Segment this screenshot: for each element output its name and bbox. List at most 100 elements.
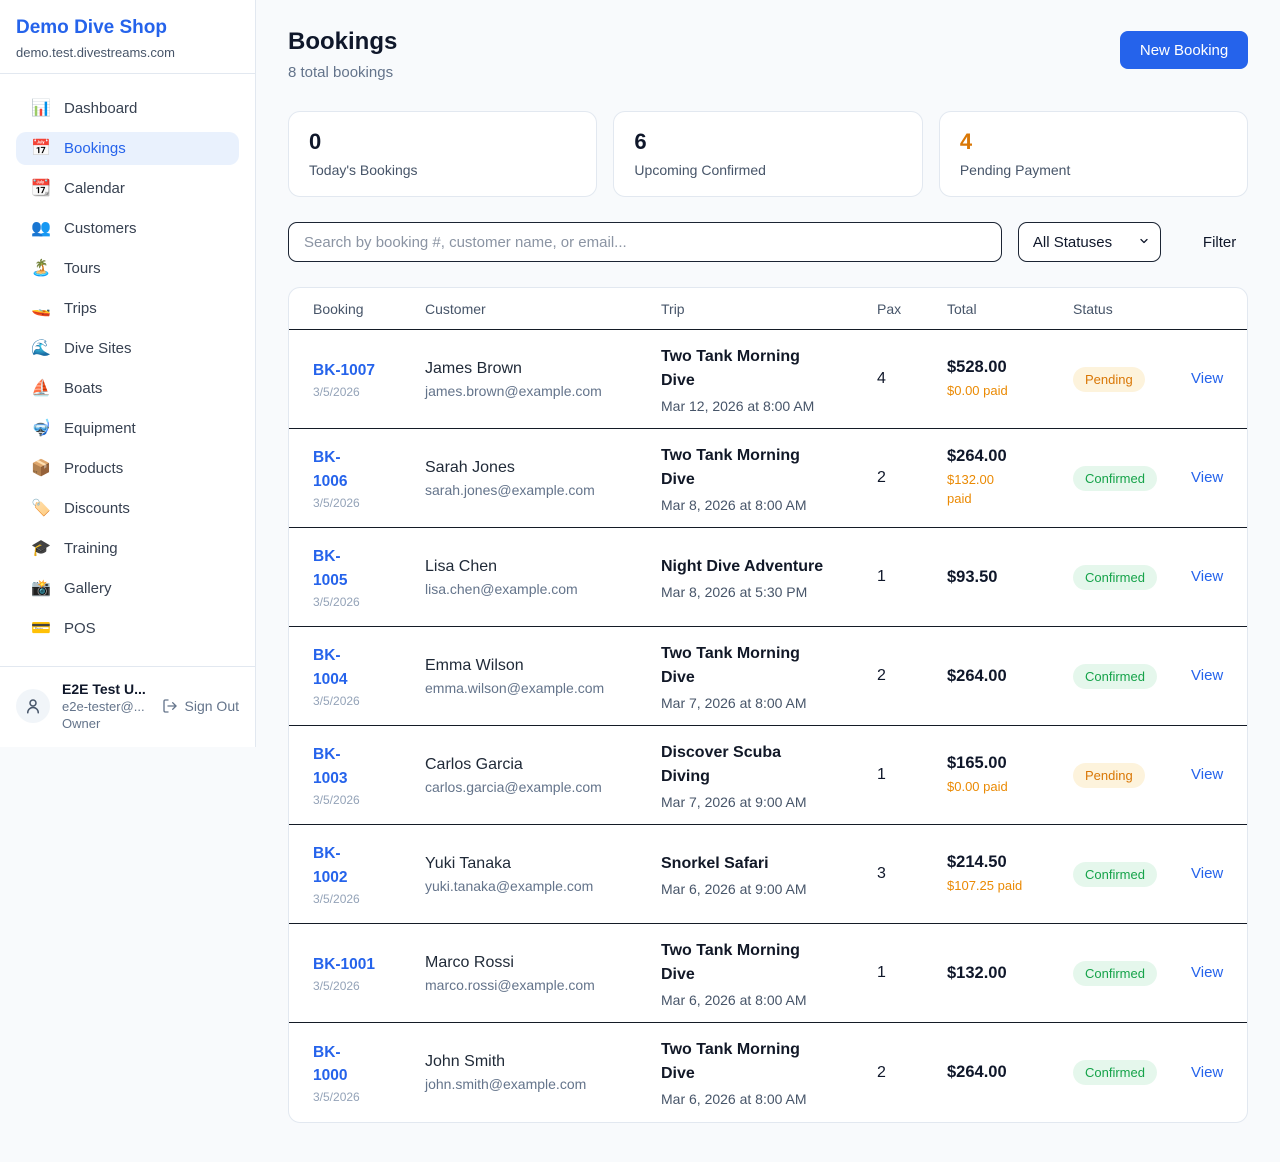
view-link[interactable]: View	[1191, 766, 1224, 783]
sidebar-item-trips[interactable]: 🚤 Trips	[31, 299, 97, 317]
booking-id-link[interactable]: BK- 1000	[313, 1043, 348, 1084]
trip-name: Discover Scuba Diving	[661, 743, 782, 785]
trip-name: Two Tank Morning Dive	[661, 941, 800, 983]
stat-card-todays-bookings: 0 Today's Bookings	[288, 111, 598, 197]
view-link[interactable]: View	[1191, 667, 1224, 684]
stats-row: 0 Today's Bookings 6 Upcoming Confirmed …	[288, 111, 1249, 197]
booking-date: 3/5/2026	[313, 594, 360, 609]
status-badge: Confirmed	[1073, 663, 1157, 689]
status-badge: Confirmed	[1073, 960, 1157, 986]
customer-name: James Brown	[425, 359, 522, 377]
table-row: BK- 1002 3/5/2026 Yuki Tanaka yuki.tanaka…	[289, 825, 1248, 924]
page-title: Bookings	[288, 28, 398, 55]
trip-name: Two Tank Morning Dive	[661, 1041, 800, 1082]
view-link[interactable]: View	[1191, 469, 1224, 486]
customer-email: sarah.jones@example.com	[425, 481, 595, 498]
filter-button[interactable]: Filter	[1191, 234, 1248, 251]
status-badge: Confirmed	[1073, 465, 1157, 491]
booking-date: 3/5/2026	[313, 1090, 360, 1105]
stat-value: 0	[309, 129, 322, 154]
pax-count: 1	[877, 766, 886, 783]
sign-out-icon	[162, 699, 177, 713]
stat-label: Upcoming Confirmed	[634, 162, 766, 178]
trip-name: Two Tank Morning Dive	[661, 644, 800, 686]
sidebar-item-pos[interactable]: 💳 POS	[31, 619, 96, 637]
column-header-total: Total	[947, 300, 977, 317]
table-body: BK-1007 3/5/2026 James Brown james.brown…	[289, 330, 1248, 1122]
stat-value: 4	[959, 129, 973, 154]
trip-datetime: Mar 7, 2026 at 9:00 AM	[661, 793, 807, 810]
sidebar-item-discounts[interactable]: 🏷️ Discounts	[31, 499, 130, 517]
customer-email: james.brown@example.com	[425, 382, 602, 399]
booking-date: 3/5/2026	[313, 979, 360, 994]
total-amount: $132.00	[947, 963, 1007, 982]
stat-card-pending-payment: 4 Pending Payment	[938, 111, 1249, 197]
avatar	[16, 689, 50, 723]
bookings-table: Booking Customer Trip Pax Total Status B…	[288, 287, 1249, 1123]
view-link[interactable]: View	[1191, 568, 1224, 585]
booking-date: 3/5/2026	[313, 891, 360, 906]
bar-chart-icon: 📊	[31, 99, 51, 117]
camera-icon: 📸	[31, 579, 51, 597]
sidebar-item-training[interactable]: 🎓 Training	[31, 539, 118, 557]
status-badge: Confirmed	[1073, 564, 1157, 590]
booking-id-link[interactable]: BK-1001	[313, 955, 376, 973]
user-email: e2e-tester@...	[62, 699, 145, 714]
trip-name: Snorkel Safari	[661, 854, 769, 872]
customer-name: Marco Rossi	[425, 953, 514, 971]
package-icon: 📦	[31, 459, 51, 477]
column-header-pax: Pax	[877, 300, 902, 317]
brand-name[interactable]: Demo Dive Shop	[16, 17, 167, 38]
view-link[interactable]: View	[1191, 865, 1224, 882]
customer-name: Carlos Garcia	[425, 755, 523, 773]
sidebar-item-gallery[interactable]: 📸 Gallery	[31, 579, 112, 597]
trip-datetime: Mar 6, 2026 at 9:00 AM	[661, 880, 807, 897]
sidebar-item-equipment[interactable]: 🤿 Equipment	[31, 419, 136, 437]
booking-id-link[interactable]: BK- 1006	[313, 449, 348, 490]
speedboat-icon: 🚤	[31, 299, 51, 317]
status-select[interactable]: All Statuses	[1017, 222, 1161, 262]
booking-id-link[interactable]: BK- 1003	[313, 746, 348, 787]
total-amount: $264.00	[947, 666, 1007, 685]
page-subtitle: 8 total bookings	[288, 64, 394, 81]
booking-id-link[interactable]: BK- 1005	[313, 548, 348, 589]
sidebar-item-calendar[interactable]: 📆 Calendar	[31, 179, 125, 197]
column-header-trip: Trip	[661, 300, 685, 317]
customer-email: carlos.garcia@example.com	[425, 778, 602, 795]
sign-out-button[interactable]: Sign Out	[162, 698, 239, 714]
sidebar-footer: E2E Test U... e2e-tester@... Owner Sign …	[0, 666, 255, 747]
table-row: BK-1007 3/5/2026 James Brown james.brown…	[289, 330, 1248, 429]
sidebar-item-boats[interactable]: ⛵ Boats	[31, 379, 103, 397]
view-link[interactable]: View	[1191, 370, 1224, 387]
sidebar-item-dive-sites[interactable]: 🌊 Dive Sites	[31, 339, 132, 357]
column-header-customer: Customer	[425, 300, 486, 317]
sidebar-item-dashboard[interactable]: 📊 Dashboard	[31, 99, 138, 117]
user-name: E2E Test U...	[62, 681, 146, 697]
customer-name: John Smith	[425, 1053, 506, 1070]
booking-id-link[interactable]: BK-1007	[313, 361, 376, 379]
view-link[interactable]: View	[1191, 964, 1224, 981]
table-header-row: Booking Customer Trip Pax Total Status	[289, 288, 1248, 330]
trip-datetime: Mar 8, 2026 at 5:30 PM	[661, 583, 808, 600]
status-badge: Pending	[1073, 366, 1145, 392]
sailboat-icon: ⛵	[31, 379, 51, 397]
diving-mask-icon: 🤿	[31, 419, 51, 437]
sidebar-item-bookings[interactable]: 📅 Bookings	[16, 132, 239, 165]
sidebar-item-tours[interactable]: 🏝️ Tours	[31, 259, 101, 277]
total-amount: $165.00	[947, 753, 1007, 772]
stat-label: Pending Payment	[959, 162, 1071, 178]
sidebar-item-customers[interactable]: 👥 Customers	[31, 219, 137, 237]
new-booking-button[interactable]: New Booking	[1119, 31, 1249, 69]
customer-email: marco.rossi@example.com	[425, 976, 595, 993]
pax-count: 4	[877, 370, 886, 387]
trip-datetime: Mar 7, 2026 at 8:00 AM	[661, 694, 807, 711]
graduation-cap-icon: 🎓	[31, 539, 51, 557]
search-input[interactable]	[288, 222, 1002, 262]
sidebar-nav: 📊 Dashboard 📅 Bookings 📆 Calendar 👥 Cust…	[0, 74, 255, 660]
view-link[interactable]: View	[1191, 1063, 1224, 1081]
sidebar-item-products[interactable]: 📦 Products	[31, 459, 124, 477]
booking-id-link[interactable]: BK- 1004	[313, 647, 348, 688]
booking-id-link[interactable]: BK- 1002	[313, 845, 348, 886]
pax-count: 1	[877, 568, 886, 585]
